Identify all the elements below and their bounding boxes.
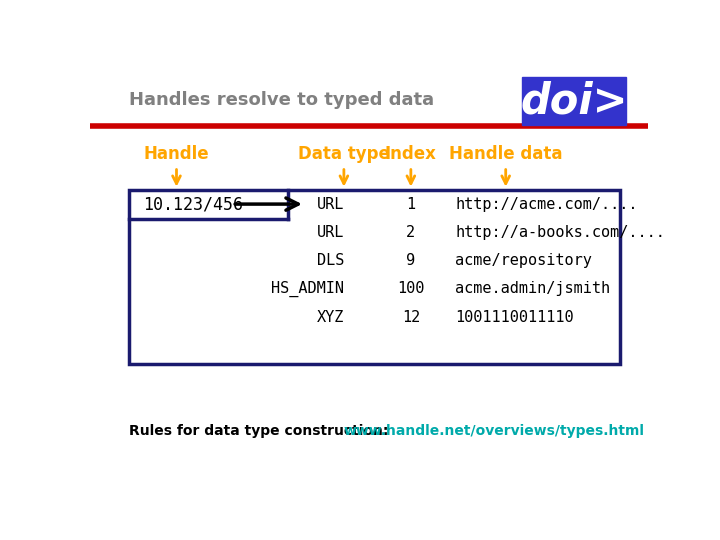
Text: Handle: Handle: [144, 145, 210, 163]
Text: http://acme.com/....: http://acme.com/....: [456, 197, 638, 212]
Text: http://a-books.com/....: http://a-books.com/....: [456, 225, 665, 240]
Text: 10.123/456: 10.123/456: [143, 195, 243, 213]
Text: 9: 9: [406, 253, 415, 268]
Text: URL: URL: [317, 197, 344, 212]
Text: www.handle.net/overviews/types.html: www.handle.net/overviews/types.html: [344, 424, 645, 438]
Text: acme.admin/jsmith: acme.admin/jsmith: [456, 281, 611, 296]
Text: Rules for data type construction:: Rules for data type construction:: [129, 424, 393, 438]
Text: acme/repository: acme/repository: [456, 253, 593, 268]
Text: Handle data: Handle data: [449, 145, 562, 163]
Text: XYZ: XYZ: [317, 310, 344, 325]
Text: HS_ADMIN: HS_ADMIN: [271, 281, 344, 297]
Text: DLS: DLS: [317, 253, 344, 268]
Text: 2: 2: [406, 225, 415, 240]
Text: Handles resolve to typed data: Handles resolve to typed data: [129, 91, 434, 109]
Text: 100: 100: [397, 281, 425, 296]
Text: 1: 1: [406, 197, 415, 212]
Text: URL: URL: [317, 225, 344, 240]
Text: 1001110011110: 1001110011110: [456, 310, 574, 325]
FancyBboxPatch shape: [523, 77, 626, 125]
Text: doi>: doi>: [521, 80, 628, 122]
Text: Data type: Data type: [298, 145, 390, 163]
Text: Index: Index: [385, 145, 437, 163]
Text: 12: 12: [402, 310, 420, 325]
